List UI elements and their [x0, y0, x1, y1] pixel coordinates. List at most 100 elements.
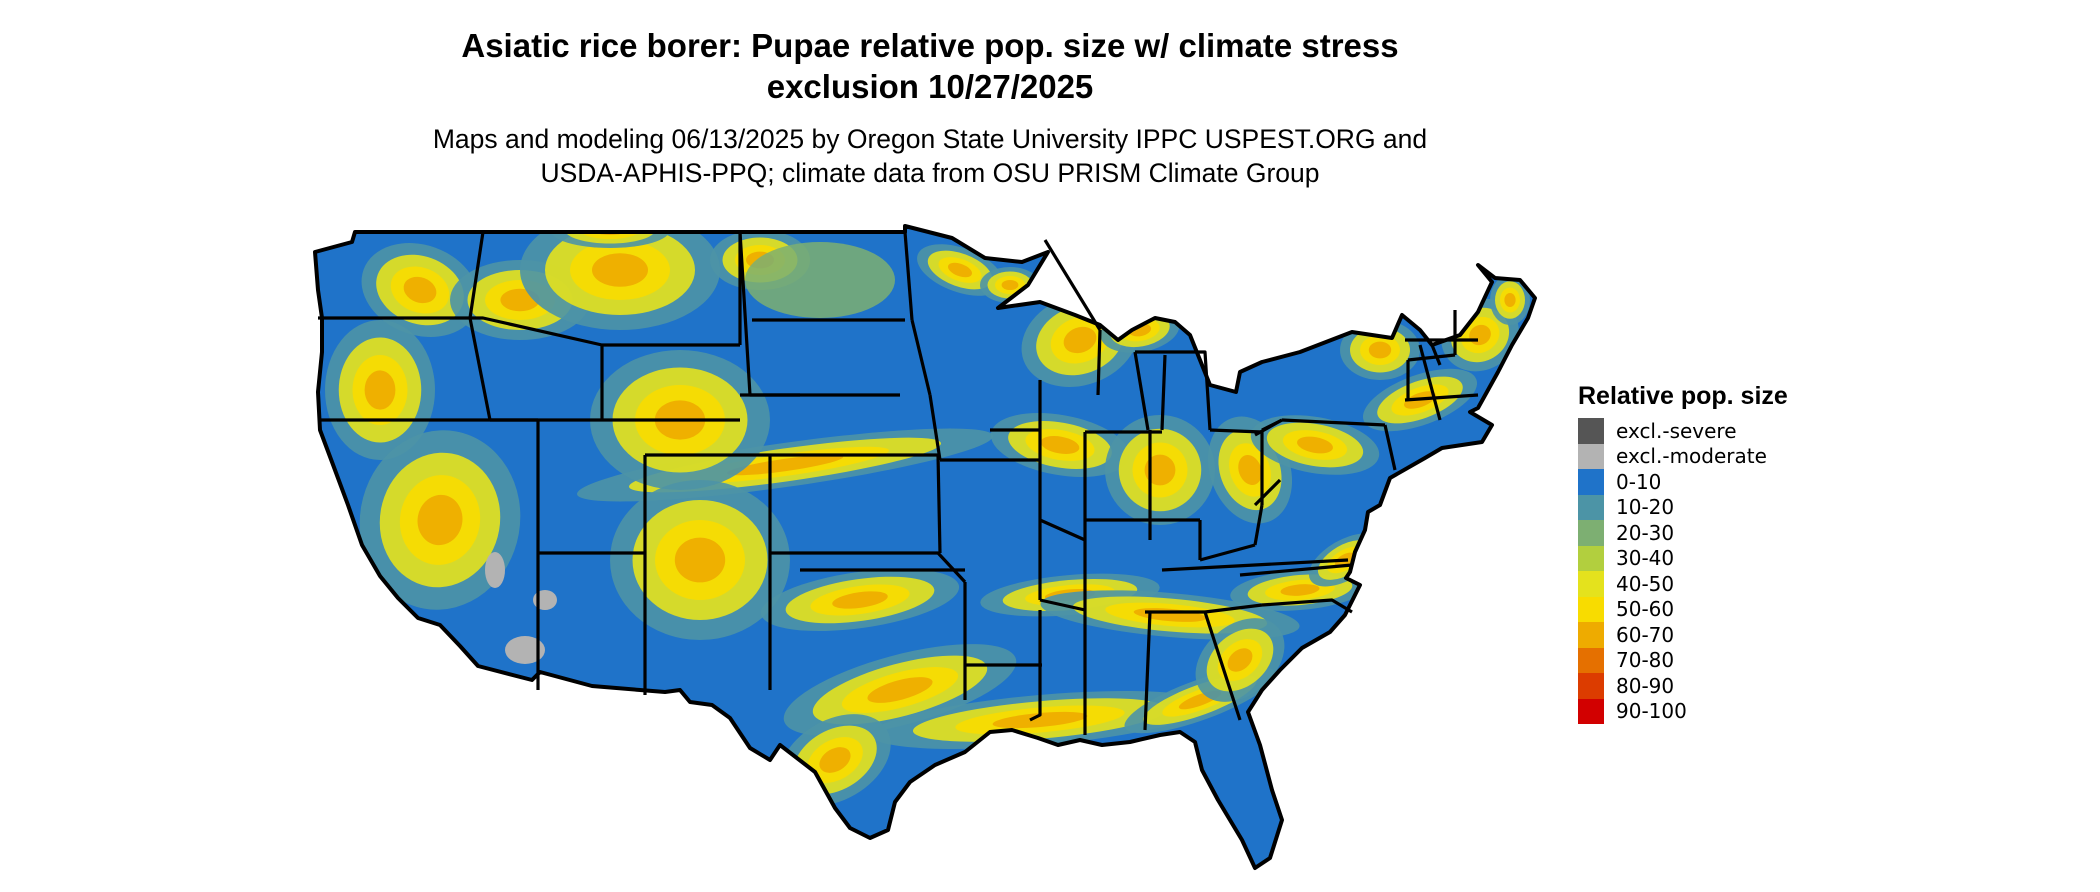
legend-item: 10-20: [1578, 494, 1788, 520]
legend-label: 0-10: [1616, 469, 1662, 494]
hotspot-band: [674, 537, 726, 583]
hotspot-band: [364, 370, 396, 410]
legend-label: 20-30: [1616, 520, 1675, 545]
hotspot-band: [1238, 455, 1262, 485]
state-border-line: [1161, 558, 1349, 572]
state-border-line: [928, 394, 942, 461]
legend-item: 60-70: [1578, 622, 1788, 648]
hotspot-band: [403, 276, 437, 304]
legend-swatch: [1578, 443, 1604, 469]
legend-label: 60-70: [1616, 622, 1675, 647]
hotspot-band: [992, 711, 1088, 729]
state-border-line: [1039, 518, 1086, 542]
legend-swatch: [1578, 469, 1604, 495]
legend-label: 70-80: [1616, 648, 1675, 673]
state-border-line: [318, 316, 603, 347]
legend-swatch: [1578, 520, 1604, 546]
state-border-line: [1239, 563, 1353, 577]
legend-swatch: [1578, 622, 1604, 648]
hotspot-band: [1063, 326, 1097, 354]
legend-swatch: [1578, 545, 1604, 571]
legend-swatch: [1578, 494, 1604, 520]
legend-items: excl.-severe excl.-moderate 0-10 10-20 20-30…: [1578, 418, 1788, 724]
state-border-line: [1253, 478, 1282, 507]
state-border-line: [1261, 418, 1283, 432]
hotspot-band: [726, 454, 844, 476]
legend-swatch: [1578, 673, 1604, 699]
state-borders: [318, 231, 1479, 735]
state-border-line: [1043, 239, 1102, 331]
legend-swatch: [1578, 596, 1604, 622]
legend-label: excl.-severe: [1616, 418, 1737, 443]
state-border-line: [1418, 344, 1442, 421]
state-border-line: [1135, 350, 1212, 431]
exclusion-area: [485, 552, 505, 588]
state-border-line: [770, 551, 967, 584]
state-border-line: [1430, 344, 1442, 366]
legend-label: excl.-moderate: [1616, 444, 1767, 469]
state-border-line: [1143, 611, 1152, 731]
legend-item: excl.-moderate: [1578, 443, 1788, 469]
state-border-line: [1039, 598, 1086, 612]
state-border-line: [1383, 424, 1397, 471]
legend-swatch: [1578, 698, 1604, 724]
map-subtitle-line2: USDA-APHIS-PPQ; climate data from OSU PR…: [540, 158, 1320, 188]
hotspot-band: [745, 242, 895, 318]
state-border-line: [1404, 393, 1479, 402]
state-border-line: [1204, 603, 1263, 614]
state-border-line: [1261, 598, 1353, 614]
hotspot-band: [1001, 279, 1019, 291]
state-border-line: [1160, 354, 1167, 431]
legend-swatch: [1578, 647, 1604, 673]
hotspot-band: [592, 253, 648, 287]
hotspot-band: [1280, 584, 1320, 596]
state-border-line: [1253, 504, 1264, 546]
state-border-line: [1281, 418, 1386, 427]
state-border-line: [936, 454, 942, 554]
state-border-line: [910, 319, 932, 396]
exclusion-area: [505, 636, 545, 664]
legend-label: 10-20: [1616, 495, 1675, 520]
hotspot-band: [1040, 436, 1080, 454]
legend: Relative pop. size excl.-severe excl.-mod…: [1578, 380, 1788, 724]
state-border-line: [1199, 543, 1256, 562]
hotspot-band: [1368, 341, 1392, 359]
legend-item: 50-60: [1578, 596, 1788, 622]
state-border-line: [1096, 329, 1102, 396]
state-border-line: [468, 317, 492, 421]
legend-label: 80-90: [1616, 673, 1675, 698]
hotspot-band: [819, 747, 851, 773]
legend-label: 30-40: [1616, 546, 1675, 571]
hotspot-band: [1227, 648, 1253, 672]
state-border-line: [1407, 353, 1456, 362]
hotspot-band: [867, 677, 933, 703]
legend-item: excl.-severe: [1578, 418, 1788, 444]
legend-label: 50-60: [1616, 597, 1675, 622]
hotspot-band: [417, 494, 463, 546]
hotspot-band: [947, 262, 973, 278]
hotspot-band: [832, 591, 888, 609]
state-border-line: [1209, 428, 1264, 505]
state-border-line: [1029, 610, 1042, 722]
map-title-line2: exclusion 10/27/2025: [766, 68, 1094, 105]
legend-item: 30-40: [1578, 545, 1788, 571]
legend-label: 40-50: [1616, 571, 1675, 596]
legend-title: Relative pop. size: [1578, 382, 1788, 410]
legend-item: 40-50: [1578, 571, 1788, 597]
legend-swatch: [1578, 418, 1604, 444]
map-title-line1: Asiatic rice borer: Pupae relative pop. …: [461, 27, 1399, 64]
legend-item: 90-100: [1578, 698, 1788, 724]
state-border-line: [903, 231, 914, 321]
legend-item: 70-80: [1578, 647, 1788, 673]
state-border-line: [468, 231, 485, 319]
legend-item: 0-10: [1578, 469, 1788, 495]
state-border-line: [1133, 351, 1150, 431]
population-hotspots: [325, 226, 1530, 806]
legend-item: 20-30: [1578, 520, 1788, 546]
hotspot-band: [1297, 436, 1333, 454]
legend-swatch: [1578, 571, 1604, 597]
hotspot-band: [1144, 454, 1176, 486]
legend-label: 90-100: [1616, 699, 1687, 724]
legend-item: 80-90: [1578, 673, 1788, 699]
